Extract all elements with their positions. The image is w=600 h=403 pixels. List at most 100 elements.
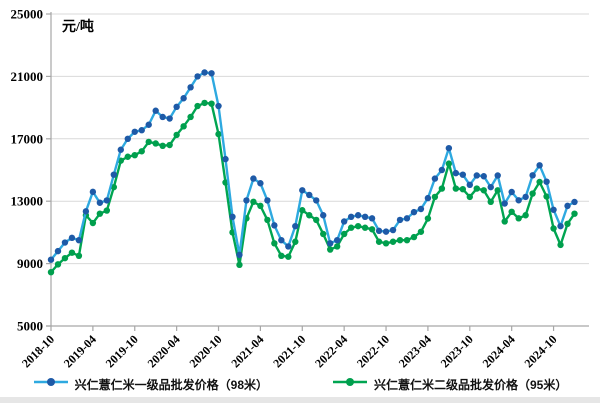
data-point-grade1-98m-2019-02[interactable]: [75, 237, 83, 244]
data-point-grade1-98m-2024-03[interactable]: [501, 200, 508, 207]
data-point-grade2-95m-2019-04[interactable]: [89, 219, 97, 227]
data-point-grade2-95m-2023-09[interactable]: [459, 185, 467, 193]
data-point-grade2-95m-2023-08[interactable]: [452, 185, 460, 192]
data-point-grade2-95m-2018-10[interactable]: [47, 268, 55, 276]
data-point-grade1-98m-2022-07[interactable]: [361, 213, 369, 220]
data-point-grade1-98m-2021-02[interactable]: [243, 197, 250, 204]
data-point-grade2-95m-2022-12[interactable]: [396, 237, 404, 244]
data-point-grade1-98m-2022-04[interactable]: [340, 218, 348, 225]
data-point-grade1-98m-2023-10[interactable]: [466, 181, 473, 189]
data-point-grade2-95m-2020-05[interactable]: [180, 123, 187, 130]
data-point-grade1-98m-2023-03[interactable]: [417, 205, 425, 213]
data-point-grade2-95m-2022-06[interactable]: [354, 222, 362, 230]
data-point-grade1-98m-2022-06[interactable]: [354, 212, 362, 219]
data-point-grade1-98m-2021-08[interactable]: [285, 243, 292, 250]
data-point-grade1-98m-2020-05[interactable]: [180, 95, 187, 102]
data-point-grade2-95m-2023-07[interactable]: [445, 160, 453, 167]
data-point-grade2-95m-2020-10[interactable]: [215, 130, 222, 138]
data-point-grade1-98m-2023-06[interactable]: [438, 166, 446, 174]
data-point-grade1-98m-2021-06[interactable]: [271, 222, 278, 229]
data-point-grade2-95m-2021-09[interactable]: [292, 238, 299, 245]
data-point-grade1-98m-2021-09[interactable]: [292, 222, 299, 230]
data-point-grade1-98m-2024-09[interactable]: [543, 178, 550, 185]
data-point-grade1-98m-2024-11[interactable]: [557, 222, 564, 230]
data-point-grade2-95m-2023-12[interactable]: [480, 187, 487, 194]
data-point-grade2-95m-2022-08[interactable]: [368, 226, 376, 233]
data-point-grade2-95m-2018-12[interactable]: [61, 254, 69, 262]
data-point-grade2-95m-2019-12[interactable]: [145, 138, 152, 146]
data-point-grade2-95m-2021-11[interactable]: [306, 212, 313, 219]
data-point-grade2-95m-2022-02[interactable]: [327, 246, 334, 253]
data-point-grade2-95m-2024-01[interactable]: [487, 198, 494, 206]
data-point-grade2-95m-2022-04[interactable]: [340, 230, 348, 238]
data-point-grade1-98m-2021-01[interactable]: [236, 251, 243, 259]
data-point-grade2-95m-2022-07[interactable]: [361, 224, 369, 231]
data-point-grade2-95m-2022-09[interactable]: [375, 238, 383, 245]
data-point-grade2-95m-2022-05[interactable]: [347, 224, 355, 231]
data-point-grade2-95m-2020-02[interactable]: [159, 142, 166, 150]
data-point-grade1-98m-2019-05[interactable]: [96, 199, 104, 206]
data-point-grade2-95m-2019-11[interactable]: [138, 148, 145, 155]
data-point-grade1-98m-2024-10[interactable]: [550, 206, 557, 213]
data-point-grade2-95m-2023-02[interactable]: [410, 233, 418, 241]
data-point-grade1-98m-2022-01[interactable]: [320, 212, 327, 219]
data-point-grade2-95m-2024-04[interactable]: [508, 208, 515, 216]
data-point-grade1-98m-2024-02[interactable]: [494, 172, 501, 179]
data-point-grade2-95m-2021-01[interactable]: [236, 261, 243, 269]
data-point-grade2-95m-2020-04[interactable]: [173, 131, 180, 139]
data-point-grade1-98m-2019-12[interactable]: [145, 121, 152, 128]
data-point-grade1-98m-2021-10[interactable]: [299, 187, 306, 194]
data-point-grade2-95m-2021-04[interactable]: [257, 202, 264, 210]
data-point-grade2-95m-2024-06[interactable]: [522, 212, 529, 219]
data-point-grade2-95m-2020-03[interactable]: [166, 141, 173, 149]
legend-item-grade2-95m[interactable]: 兴仁薏仁米二级品批发价格（95米）: [332, 375, 567, 393]
data-point-grade2-95m-2024-09[interactable]: [543, 193, 550, 200]
data-point-grade1-98m-2019-09[interactable]: [124, 135, 131, 142]
data-point-grade2-95m-2023-03[interactable]: [417, 228, 425, 235]
data-point-grade1-98m-2018-10[interactable]: [47, 256, 55, 263]
data-point-grade1-98m-2020-11[interactable]: [222, 155, 229, 163]
data-point-grade1-98m-2020-03[interactable]: [166, 115, 173, 122]
data-point-grade2-95m-2023-10[interactable]: [466, 193, 473, 201]
data-point-grade1-98m-2022-05[interactable]: [347, 213, 355, 220]
data-point-grade1-98m-2022-02[interactable]: [327, 240, 334, 247]
data-point-grade1-98m-2022-11[interactable]: [389, 226, 397, 234]
data-point-grade1-98m-2020-01[interactable]: [152, 107, 159, 114]
data-point-grade2-95m-2022-03[interactable]: [333, 243, 341, 250]
data-point-grade2-95m-2024-10[interactable]: [550, 225, 557, 232]
data-point-grade2-95m-2023-06[interactable]: [438, 185, 446, 192]
data-point-grade1-98m-2019-06[interactable]: [103, 197, 111, 204]
data-point-grade1-98m-2020-10[interactable]: [215, 102, 222, 110]
data-point-grade1-98m-2022-09[interactable]: [375, 227, 383, 235]
data-point-grade1-98m-2021-07[interactable]: [278, 237, 285, 244]
data-point-grade1-98m-2019-07[interactable]: [110, 171, 118, 178]
data-point-grade2-95m-2023-01[interactable]: [403, 237, 411, 244]
data-point-grade1-98m-2023-11[interactable]: [473, 172, 480, 179]
data-point-grade1-98m-2024-07[interactable]: [529, 172, 536, 179]
data-point-grade2-95m-2021-07[interactable]: [278, 252, 285, 259]
data-point-grade1-98m-2024-06[interactable]: [522, 193, 529, 201]
data-point-grade2-95m-2021-05[interactable]: [264, 216, 271, 224]
data-point-grade1-98m-2018-12[interactable]: [61, 239, 69, 246]
data-point-grade1-98m-2025-01[interactable]: [571, 198, 578, 206]
data-point-grade2-95m-2024-05[interactable]: [515, 215, 522, 222]
data-point-grade1-98m-2023-08[interactable]: [452, 169, 460, 177]
data-point-grade1-98m-2019-04[interactable]: [89, 188, 97, 196]
data-point-grade2-95m-2023-05[interactable]: [431, 193, 439, 201]
data-point-grade1-98m-2019-01[interactable]: [68, 234, 76, 242]
data-point-grade1-98m-2019-03[interactable]: [82, 208, 90, 215]
data-point-grade2-95m-2022-11[interactable]: [389, 238, 397, 245]
data-point-grade1-98m-2021-03[interactable]: [250, 175, 257, 182]
data-point-grade1-98m-2021-04[interactable]: [257, 180, 264, 187]
data-point-grade2-95m-2019-02[interactable]: [75, 252, 83, 259]
data-point-grade2-95m-2021-10[interactable]: [299, 207, 306, 214]
data-point-grade2-95m-2024-12[interactable]: [564, 220, 571, 228]
data-point-grade1-98m-2021-12[interactable]: [313, 197, 320, 204]
data-point-grade2-95m-2024-11[interactable]: [557, 241, 564, 249]
data-point-grade1-98m-2019-08[interactable]: [117, 146, 125, 153]
data-point-grade1-98m-2020-07[interactable]: [194, 73, 201, 80]
data-point-grade2-95m-2021-12[interactable]: [313, 216, 320, 224]
data-point-grade2-95m-2021-06[interactable]: [271, 240, 278, 247]
data-point-grade2-95m-2024-08[interactable]: [536, 178, 543, 186]
data-point-grade1-98m-2024-05[interactable]: [515, 197, 522, 204]
